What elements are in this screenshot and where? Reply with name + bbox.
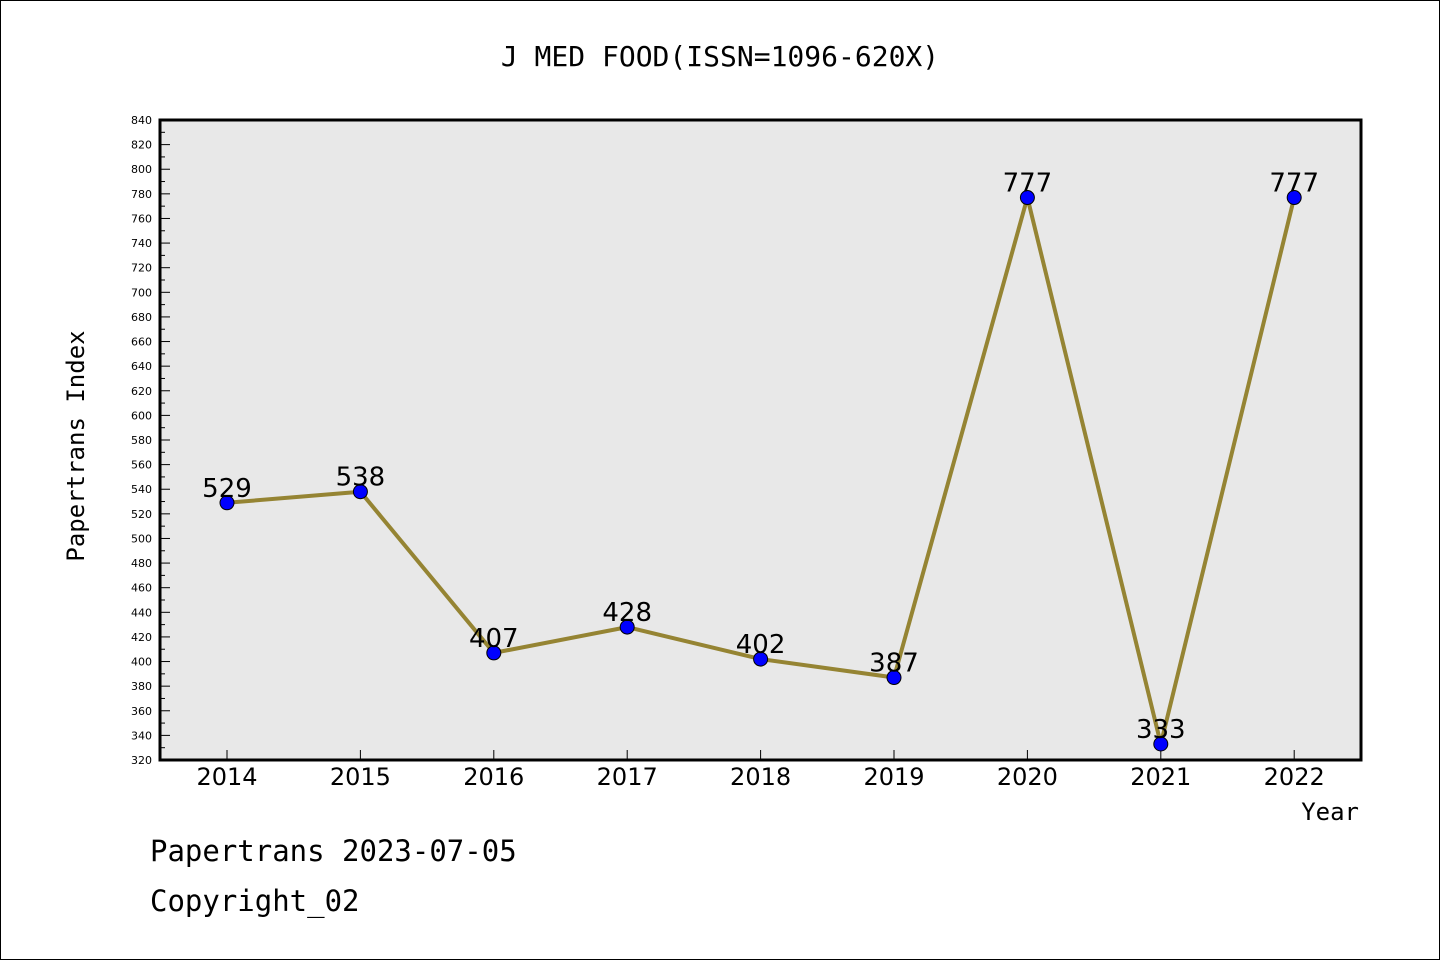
y-tick-label: 440 [131,606,152,619]
data-point-label: 387 [869,649,919,679]
data-point-marker [1286,190,1302,206]
y-tick-label: 460 [131,582,152,595]
y-tick-label: 720 [131,262,152,275]
data-point-marker [753,651,769,667]
x-tick-label: 2022 [1264,763,1325,791]
y-tick-label: 840 [131,114,152,127]
y-tick-label: 540 [131,483,152,496]
x-tick-label: 2016 [463,763,524,791]
y-tick-label: 340 [131,729,152,742]
y-tick-label: 740 [131,237,152,250]
data-point-marker [619,619,635,635]
y-tick-label: 320 [131,754,152,767]
x-tick-label: 2019 [863,763,924,791]
x-axis-ticks: 2014 2015 2016 2017 2018 2019 2020 2021 2022 [196,750,1325,791]
y-tick-label: 800 [131,163,152,176]
y-tick-label: 360 [131,705,152,718]
data-point-marker [1153,736,1169,752]
data-point-label: 777 [1269,169,1319,199]
y-tick-label: 600 [131,409,152,422]
y-tick-label: 420 [131,631,152,644]
y-tick-label: 700 [131,286,152,299]
data-labels: 529 538 407 428 402 387 777 333 777 [202,169,1319,745]
y-tick-label: 580 [131,434,152,447]
y-tick-label: 660 [131,336,152,349]
data-point-marker [352,484,368,500]
y-tick-label: 780 [131,188,152,201]
x-tick-label: 2015 [330,763,391,791]
y-tick-label: 640 [131,360,152,373]
x-tick-label: 2017 [597,763,658,791]
y-tick-label: 820 [131,139,152,152]
data-point-marker [1019,190,1035,206]
y-tick-label: 520 [131,508,152,521]
y-axis-label: Papertrans Index [62,330,90,561]
data-point-marker [886,670,902,686]
data-point-label: 538 [336,463,386,493]
x-tick-label: 2020 [997,763,1058,791]
y-tick-label: 620 [131,385,152,398]
data-point-label: 428 [602,598,652,628]
y-tick-label: 560 [131,459,152,472]
y-tick-label: 400 [131,656,152,669]
y-tick-label: 680 [131,311,152,324]
y-axis-ticks: 320 340 360 380 400 420 440 460 480 500 520 540 560 5… [131,114,170,767]
data-point-label: 777 [1003,169,1053,199]
y-tick-label: 760 [131,212,152,225]
data-markers [219,190,1302,752]
data-point-marker [486,645,502,661]
data-point-label: 333 [1136,715,1186,745]
y-tick-label: 380 [131,680,152,693]
y-tick-label: 480 [131,557,152,570]
x-tick-label: 2014 [196,763,257,791]
data-point-marker [219,495,235,511]
y-tick-label: 500 [131,532,152,545]
data-point-label: 529 [202,474,252,504]
x-axis-label: Year [1301,798,1359,826]
plot-border [158,118,1363,762]
footer-copyright-text: Copyright_02 [150,884,360,918]
chart-title: J MED FOOD(ISSN=1096-620X) [501,40,939,73]
data-point-label: 402 [736,630,786,660]
data-point-label: 407 [469,624,519,654]
x-tick-label: 2018 [730,763,791,791]
footer-date-text: Papertrans 2023-07-05 [150,834,517,868]
x-tick-label: 2021 [1130,763,1191,791]
